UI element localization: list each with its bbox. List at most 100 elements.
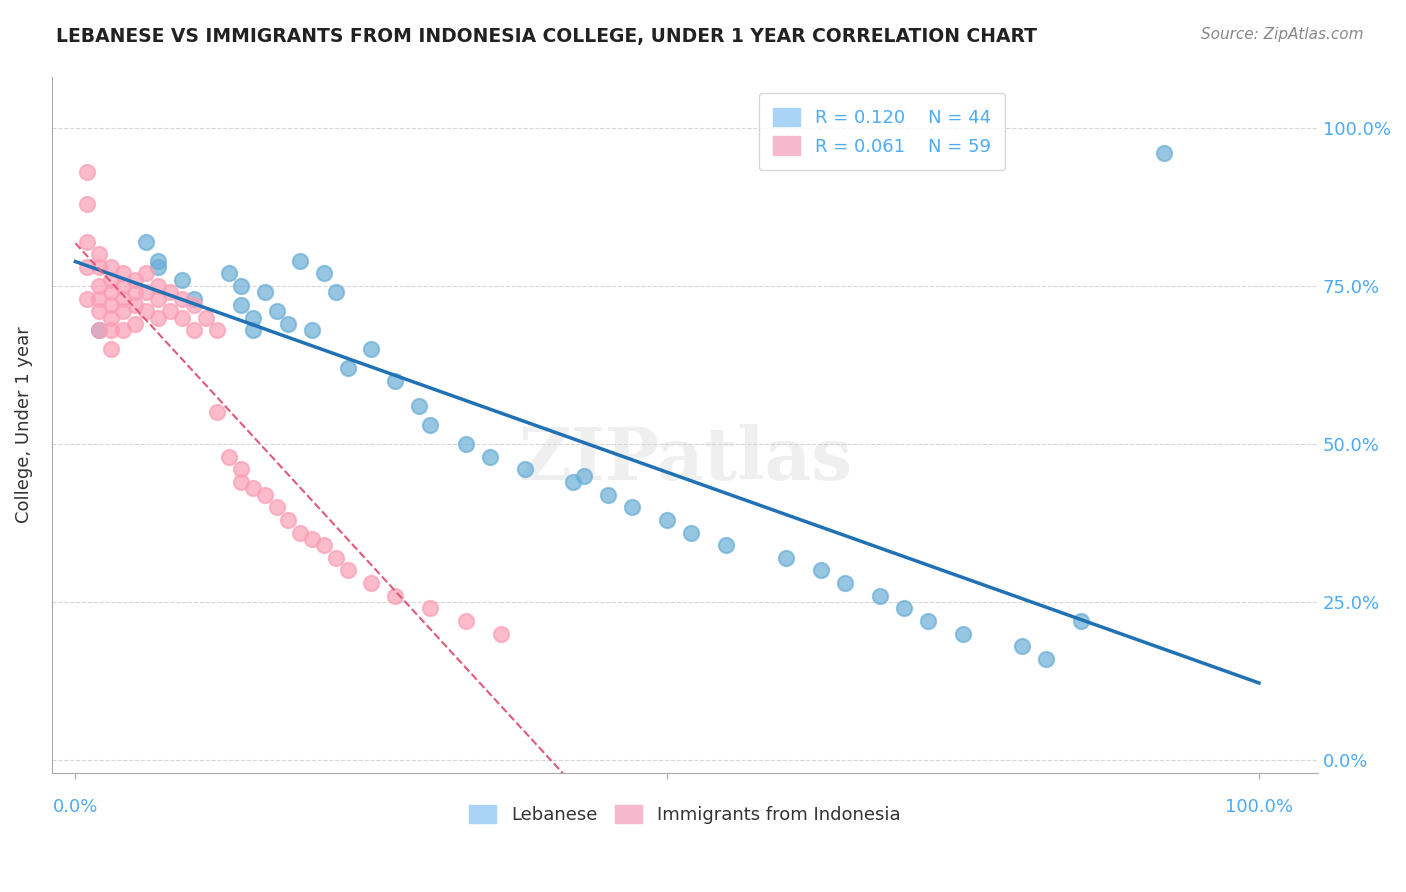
Point (87, 323, 110, 337)
Point (312, 266, 335, 280)
Point (229, 298, 252, 312)
Point (561, 475, 583, 489)
Point (135, 285, 157, 300)
Legend: Lebanese, Immigrants from Indonesia: Lebanese, Immigrants from Indonesia (460, 796, 910, 833)
Point (100, 273, 122, 287)
Text: 0.0%: 0.0% (53, 798, 98, 816)
Point (384, 374, 406, 388)
Point (207, 405, 229, 419)
Point (76, 197, 98, 211)
Point (679, 525, 702, 540)
Text: LEBANESE VS IMMIGRANTS FROM INDONESIA COLLEGE, UNDER 1 YEAR CORRELATION CHART: LEBANESE VS IMMIGRANTS FROM INDONESIA CO… (56, 27, 1038, 45)
Text: ZIPatlas: ZIPatlas (517, 425, 852, 495)
Point (87, 247, 110, 261)
Y-axis label: College, Under 1 year: College, Under 1 year (15, 326, 32, 524)
Point (148, 253, 170, 268)
Point (124, 298, 146, 312)
Point (170, 273, 193, 287)
Point (87, 279, 110, 293)
Point (290, 253, 312, 268)
Point (1011, 640, 1033, 654)
Point (360, 343, 382, 357)
Point (100, 343, 122, 357)
Point (124, 285, 146, 300)
Point (893, 601, 915, 615)
Point (515, 462, 537, 476)
Point (336, 361, 359, 376)
Point (1153, 146, 1175, 161)
Point (183, 292, 205, 306)
Point (148, 292, 170, 306)
Point (574, 468, 596, 483)
Point (229, 475, 252, 489)
Point (183, 323, 205, 337)
Point (76, 235, 98, 249)
Point (124, 273, 146, 287)
Point (111, 304, 134, 318)
Point (266, 500, 288, 515)
Point (277, 513, 299, 527)
Point (408, 399, 430, 413)
Point (1070, 614, 1092, 628)
Point (657, 513, 679, 527)
Point (869, 589, 891, 603)
Point (775, 550, 797, 565)
Point (834, 576, 856, 591)
Point (596, 488, 619, 502)
Point (491, 626, 513, 640)
Point (111, 323, 134, 337)
Point (242, 481, 264, 495)
Point (620, 500, 643, 515)
Point (100, 260, 122, 274)
Point (135, 235, 157, 249)
Point (135, 266, 157, 280)
Point (76, 165, 98, 179)
Point (419, 601, 441, 615)
Point (266, 304, 288, 318)
Point (229, 462, 252, 476)
Point (159, 304, 181, 318)
Point (87, 323, 110, 337)
Point (384, 589, 406, 603)
Point (159, 285, 181, 300)
Point (194, 310, 217, 325)
Point (242, 323, 264, 337)
Point (1035, 652, 1057, 666)
Point (253, 488, 276, 502)
Point (218, 450, 240, 464)
Point (76, 292, 98, 306)
Point (360, 576, 382, 591)
Point (325, 550, 347, 565)
Point (124, 317, 146, 331)
Point (336, 564, 359, 578)
Point (148, 279, 170, 293)
Point (148, 310, 170, 325)
Point (242, 310, 264, 325)
Point (76, 260, 98, 274)
Text: Source: ZipAtlas.com: Source: ZipAtlas.com (1201, 27, 1364, 42)
Point (419, 418, 441, 433)
Point (478, 450, 501, 464)
Point (207, 323, 229, 337)
Point (277, 317, 299, 331)
Point (100, 285, 122, 300)
Point (253, 285, 276, 300)
Point (111, 266, 134, 280)
Point (170, 292, 193, 306)
Point (111, 279, 134, 293)
Text: 100.0%: 100.0% (1225, 798, 1294, 816)
Point (229, 279, 252, 293)
Point (183, 298, 205, 312)
Point (100, 310, 122, 325)
Point (87, 260, 110, 274)
Point (301, 532, 323, 546)
Point (810, 564, 832, 578)
Point (111, 292, 134, 306)
Point (148, 260, 170, 274)
Point (454, 614, 477, 628)
Point (917, 614, 939, 628)
Point (100, 298, 122, 312)
Point (135, 304, 157, 318)
Point (454, 437, 477, 451)
Point (87, 292, 110, 306)
